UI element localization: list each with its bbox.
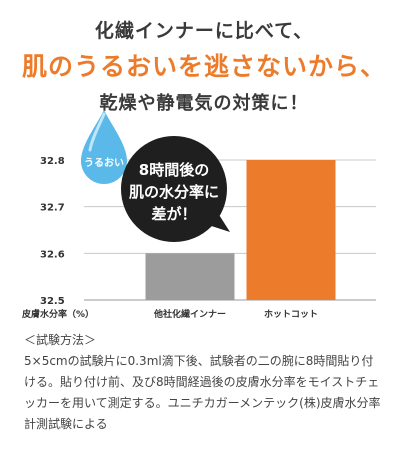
- bars: [145, 160, 336, 300]
- drop-label: うるおい: [84, 157, 124, 169]
- y-tick-label: 32.8: [40, 156, 65, 167]
- bar: [246, 160, 336, 300]
- y-tick-labels: 32.8 32.7 32.6 32.5: [40, 156, 65, 307]
- method-title: ＜試験方法＞: [24, 333, 97, 347]
- method-line: 計測試験による: [24, 417, 108, 431]
- headline-compare: 化繊インナーに比べて、: [94, 20, 314, 42]
- test-method: ＜試験方法＞ 5×5cmの試験片に0.3ml滴下後、試験者の二の腕に8時間貼り付…: [24, 330, 396, 435]
- bar: [145, 253, 235, 300]
- method-line: ッカーを用いて測定する。ユニチカガーメンテック(株)皮膚水分率: [24, 396, 381, 410]
- y-tick-label: 32.5: [40, 296, 65, 307]
- headline-main: 肌のうるおいを逃さないから、: [21, 52, 386, 81]
- water-drop-icon: [81, 110, 127, 184]
- category-labels: 他社化繊インナー ホットコット: [153, 308, 318, 320]
- method-line: 5×5cmの試験片に0.3ml滴下後、試験者の二の腕に8時間貼り付: [24, 354, 374, 368]
- y-tick-label: 32.6: [40, 249, 65, 260]
- category-label: 他社化繊インナー: [153, 308, 226, 320]
- y-tick-label: 32.7: [40, 203, 65, 214]
- bubble-line-1: 8時間後の: [139, 161, 209, 179]
- category-label: ホットコット: [264, 309, 318, 320]
- headline-sub: 乾燥や静電気の対策に！: [99, 93, 309, 114]
- bubble-line-3: 差が！: [151, 205, 196, 223]
- y-axis-label: 皮膚水分率（%）: [21, 308, 94, 320]
- moisture-bar-chart: 32.8 32.7 32.6 32.5 他社化繊インナー ホットコット 皮膚水分率（%）…: [21, 110, 376, 320]
- bubble-line-2: 肌の水分率に: [129, 183, 219, 201]
- method-line: ける。貼り付け前、及び8時間経過後の皮膚水分率をモイストチェ: [24, 375, 380, 389]
- speech-bubble: [121, 136, 230, 242]
